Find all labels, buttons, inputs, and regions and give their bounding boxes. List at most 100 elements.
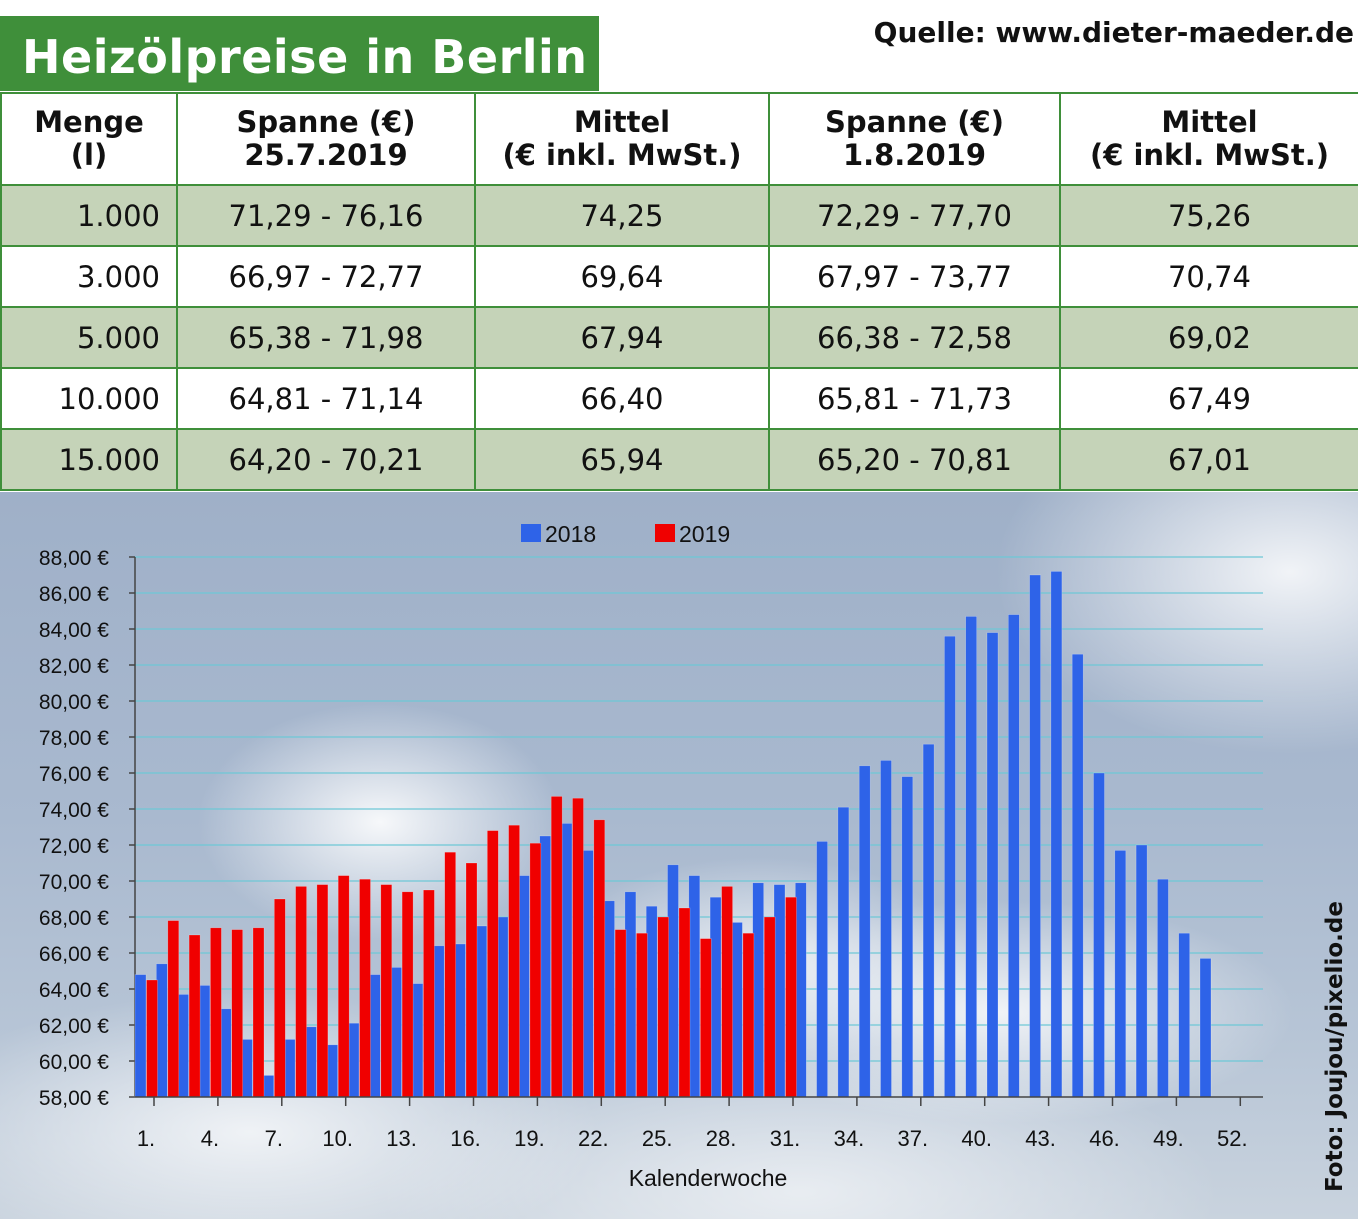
cell-mittel-2: 75,26 — [1059, 184, 1358, 247]
y-tick-label: 84,00 € — [39, 619, 109, 642]
cell-spanne-2: 65,20 - 70,81 — [768, 428, 1061, 491]
bar-2019-kw5 — [231, 929, 243, 1098]
bar-2018-kw45 — [1071, 653, 1084, 1098]
bar-2018-kw50 — [1178, 932, 1190, 1098]
bar-2018-kw14 — [411, 983, 424, 1098]
x-tick-label: 31. — [770, 1126, 801, 1151]
bar-2018-kw44 — [1050, 571, 1063, 1098]
bar-2018-kw51 — [1199, 958, 1212, 1098]
x-tick-label: 43. — [1025, 1126, 1056, 1151]
legend-label-2019: 2019 — [679, 521, 730, 547]
y-tick-label: 58,00 € — [39, 1087, 109, 1110]
bar-2019-kw8 — [295, 886, 307, 1098]
bar-2019-kw9 — [316, 884, 329, 1098]
x-tick-label: 40. — [961, 1126, 992, 1151]
bar-2019-kw30 — [763, 916, 776, 1098]
table-header-row: Menge (l) Spanne (€) 25.7.2019 Mittel (€ in… — [0, 92, 1358, 186]
col-header-spanne-2: Spanne (€) 1.8.2019 — [768, 92, 1061, 186]
cell-menge: 5.000 — [0, 306, 178, 369]
col-header-spanne-1: Spanne (€) 25.7.2019 — [176, 92, 476, 186]
table-row: 10.000 64,81 - 71,14 66,40 65,81 - 71,73… — [0, 367, 1358, 430]
col-header-mittel-2: Mittel (€ inkl. MwSt.) — [1059, 92, 1358, 186]
bar-2018-kw35 — [858, 765, 871, 1098]
y-tick-label: 60,00 € — [39, 1051, 109, 1074]
cell-menge: 3.000 — [0, 245, 178, 308]
bar-2019-kw14 — [423, 889, 435, 1098]
bar-2018-kw30 — [752, 882, 765, 1098]
legend-swatch-2018 — [521, 524, 541, 542]
bar-2019-kw28 — [721, 886, 733, 1098]
table-row: 1.000 71,29 - 76,16 74,25 72,29 - 77,70 … — [0, 184, 1358, 247]
x-tick-label: 7. — [265, 1126, 283, 1151]
bar-2019-kw26 — [678, 907, 691, 1098]
bar-2018-kw42 — [1007, 614, 1020, 1098]
bar-2018-kw48 — [1135, 844, 1148, 1098]
bar-2019-kw24 — [636, 932, 648, 1098]
bar-2018-kw11 — [347, 1022, 360, 1098]
bar-2018-kw25 — [645, 905, 658, 1098]
bar-2019-kw17 — [486, 830, 499, 1098]
cell-mittel-2: 67,01 — [1059, 428, 1358, 491]
bar-2018-kw39 — [944, 635, 956, 1098]
cell-mittel-2: 67,49 — [1059, 367, 1358, 430]
table-row: 5.000 65,38 - 71,98 67,94 66,38 - 72,58 … — [0, 306, 1358, 369]
bar-2018-kw2 — [156, 963, 168, 1098]
cell-spanne-2: 66,38 - 72,58 — [768, 306, 1061, 369]
bar-2018-kw23 — [603, 900, 615, 1098]
bar-2019-kw22 — [593, 819, 606, 1098]
bar-2018-kw21 — [560, 823, 573, 1098]
bar-2019-kw19 — [529, 842, 542, 1098]
cell-spanne-1: 66,97 - 72,77 — [176, 245, 476, 308]
bar-2019-kw20 — [550, 796, 563, 1098]
bar-2019-kw1 — [146, 979, 158, 1098]
bar-2019-kw4 — [210, 927, 222, 1098]
cell-menge: 10.000 — [0, 367, 178, 430]
bar-2018-kw17 — [475, 925, 488, 1098]
cell-spanne-1: 64,81 - 71,14 — [176, 367, 476, 430]
col-header-mittel-1: Mittel (€ inkl. MwSt.) — [474, 92, 770, 186]
bar-2018-kw10 — [326, 1044, 339, 1098]
y-tick-label: 86,00 € — [39, 583, 109, 606]
cell-mittel-2: 69,02 — [1059, 306, 1358, 369]
title-banner: Heizölpreise in Berlin — [0, 16, 599, 91]
x-tick-label: 28. — [706, 1126, 737, 1151]
photo-credit: Foto: Joujou/pixelio.de — [1322, 901, 1348, 1192]
bar-2018-kw40 — [965, 616, 978, 1098]
col-header-menge: Menge (l) — [0, 92, 178, 186]
bar-2019-kw10 — [337, 875, 350, 1098]
x-axis-label: Kalenderwoche — [629, 1165, 788, 1191]
bar-2019-kw6 — [252, 927, 265, 1098]
x-tick-label: 37. — [898, 1126, 929, 1151]
y-tick-label: 82,00 € — [39, 655, 109, 678]
bar-2019-kw23 — [614, 929, 627, 1098]
bar-2019-kw12 — [380, 884, 393, 1098]
x-tick-label: 52. — [1217, 1126, 1248, 1151]
bar-2019-kw21 — [572, 797, 584, 1098]
bar-2018-kw41 — [986, 632, 999, 1098]
bar-2018-kw28 — [709, 896, 722, 1098]
bar-2018-kw34 — [837, 806, 850, 1098]
y-tick-label: 62,00 € — [39, 1015, 109, 1038]
x-tick-label: 46. — [1089, 1126, 1120, 1151]
x-tick-label: 10. — [322, 1126, 353, 1151]
bar-2018-kw24 — [624, 891, 637, 1098]
x-tick-label: 49. — [1153, 1126, 1184, 1151]
bar-2018-kw12 — [368, 974, 381, 1098]
bar-2018-kw16 — [454, 943, 466, 1098]
price-table: Menge (l) Spanne (€) 25.7.2019 Mittel (€ in… — [0, 92, 1358, 491]
x-tick-label: 22. — [578, 1126, 609, 1151]
bar-2018-kw37 — [901, 776, 914, 1098]
cell-mittel-1: 66,40 — [474, 367, 770, 430]
bar-2018-kw8 — [283, 1039, 296, 1098]
y-tick-label: 78,00 € — [39, 727, 109, 750]
cell-spanne-2: 72,29 - 77,70 — [768, 184, 1061, 247]
cell-spanne-1: 64,20 - 70,21 — [176, 428, 476, 491]
bar-2018-kw22 — [581, 850, 594, 1098]
bar-2018-kw26 — [667, 864, 679, 1098]
bar-2018-kw38 — [922, 743, 935, 1098]
bar-2018-kw27 — [688, 875, 701, 1098]
bar-2018-kw32 — [794, 882, 807, 1098]
bar-2018-kw3 — [177, 994, 189, 1098]
y-tick-label: 68,00 € — [39, 907, 109, 930]
cell-spanne-2: 65,81 - 71,73 — [768, 367, 1061, 430]
